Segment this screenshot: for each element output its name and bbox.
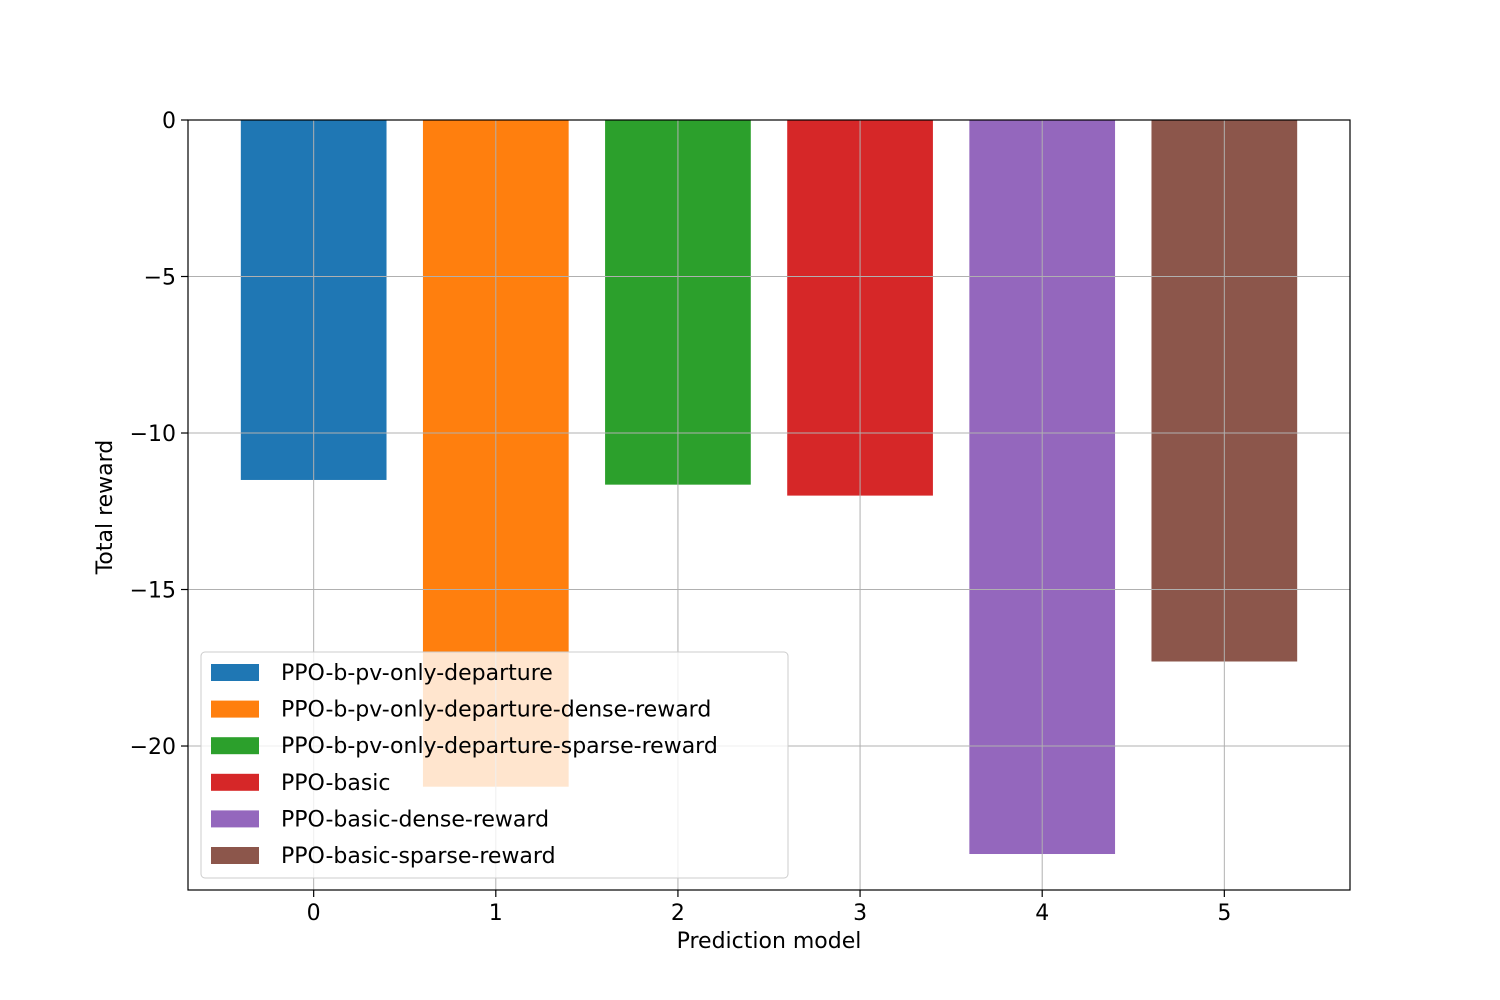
legend-swatch [211,773,259,791]
legend: PPO-b-pv-only-departure PPO-b-pv-only-dep… [200,651,789,879]
x-tick-label: 0 [307,901,321,926]
legend-label: PPO-b-pv-only-departure-dense-reward [281,698,711,723]
legend-label: PPO-b-pv-only-departure [281,661,553,686]
y-tick-label: −20 [130,735,176,760]
x-tick-label: 2 [671,901,685,926]
legend-box [200,651,789,879]
x-tick-label: 3 [853,901,867,926]
x-axis-ticks: 0 1 2 3 4 5 [307,890,1231,926]
y-axis-label: Total reward [93,440,118,576]
y-tick-label: −15 [130,579,176,604]
x-axis-label: Prediction model [677,929,862,954]
legend-label: PPO-basic [281,771,391,796]
x-tick-label: 4 [1035,901,1049,926]
plot-frame [187,119,1351,891]
legend-swatch [211,810,259,828]
legend-label: PPO-b-pv-only-departure-sparse-reward [281,734,718,759]
y-tick-label: −5 [144,266,176,291]
y-tick-label: −10 [130,422,176,447]
legend-swatch [211,700,259,718]
x-tick-label: 5 [1217,901,1231,926]
y-axis-ticks: 0 −5 −10 −15 −20 [130,109,188,760]
legend-label: PPO-basic-dense-reward [281,807,549,832]
y-tick-label: 0 [162,109,176,134]
legend-swatch [211,737,259,755]
legend-swatch [211,847,259,864]
legend-label: PPO-basic-sparse-reward [281,844,556,869]
legend-swatch [211,664,259,681]
x-tick-label: 1 [489,901,503,926]
